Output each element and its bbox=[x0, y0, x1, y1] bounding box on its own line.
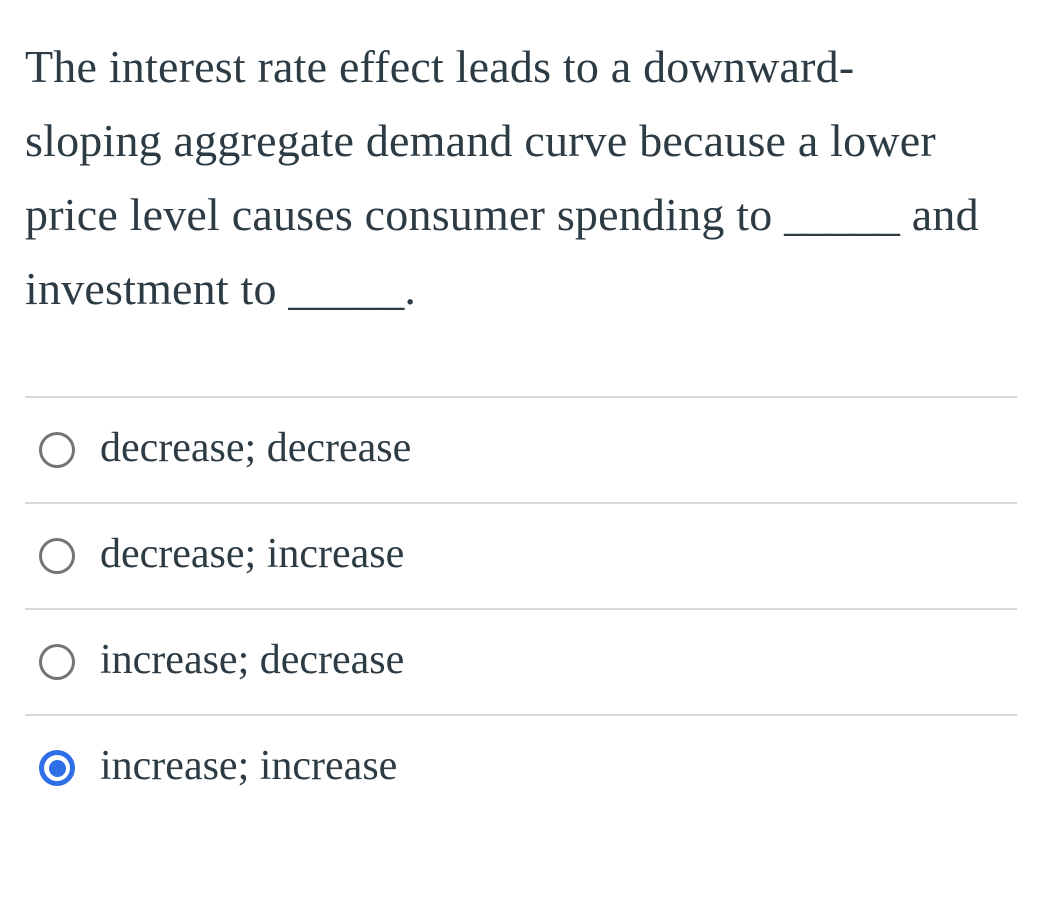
question-line: The interest rate effect leads to a down… bbox=[25, 41, 855, 92]
question-line: sloping aggregate demand curve because a… bbox=[25, 115, 936, 166]
radio-button[interactable] bbox=[39, 644, 75, 680]
radio-button[interactable] bbox=[39, 750, 75, 786]
option-row-increase-increase[interactable]: increase; increase bbox=[25, 714, 1017, 820]
question-text: The interest rate effect leads to a down… bbox=[0, 0, 1048, 326]
option-label: increase; increase bbox=[100, 743, 398, 789]
option-row-decrease-decrease[interactable]: decrease; decrease bbox=[25, 396, 1017, 502]
option-label: decrease; increase bbox=[100, 531, 405, 577]
option-label: decrease; decrease bbox=[100, 425, 412, 471]
question-line: investment to _____. bbox=[25, 263, 417, 314]
radio-button[interactable] bbox=[39, 538, 75, 574]
option-row-increase-decrease[interactable]: increase; decrease bbox=[25, 608, 1017, 714]
question-line: price level causes consumer spending to … bbox=[25, 189, 979, 240]
option-label: increase; decrease bbox=[100, 637, 405, 683]
radio-dot-icon bbox=[48, 759, 66, 777]
radio-button[interactable] bbox=[39, 432, 75, 468]
answer-options-list: decrease; decrease decrease; increase in… bbox=[25, 396, 1017, 820]
option-row-decrease-increase[interactable]: decrease; increase bbox=[25, 502, 1017, 608]
